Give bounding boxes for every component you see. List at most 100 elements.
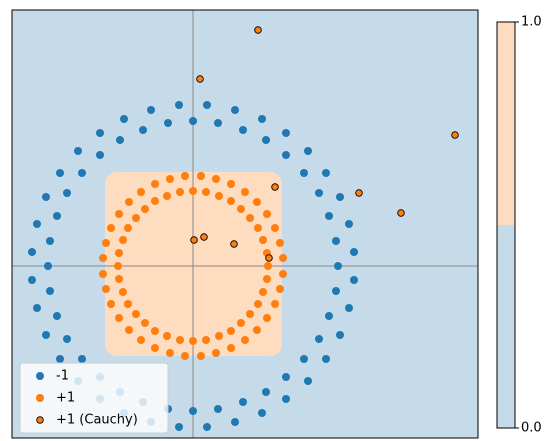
point: [166, 175, 174, 183]
point: [147, 106, 155, 114]
point: [325, 212, 333, 220]
point: [46, 287, 54, 295]
point: [212, 175, 220, 183]
point: [271, 300, 279, 308]
point: [227, 327, 235, 335]
point: [96, 129, 104, 137]
point: [132, 310, 140, 318]
point: [214, 119, 222, 127]
point: [304, 147, 312, 155]
legend-label: +1 (Cauchy): [56, 413, 138, 428]
point: [237, 205, 245, 213]
point: [336, 331, 344, 339]
point: [141, 319, 149, 327]
point: [263, 314, 271, 322]
point: [33, 304, 41, 312]
point: [107, 300, 115, 308]
point: [227, 197, 235, 205]
point: [214, 405, 222, 413]
point: [115, 275, 123, 283]
colorbar-band: [497, 22, 515, 225]
point: [264, 262, 272, 270]
point: [151, 197, 159, 205]
point: [279, 270, 287, 278]
point: [189, 337, 197, 345]
point: [202, 188, 210, 196]
point: [197, 172, 205, 180]
point: [231, 418, 239, 426]
point: [189, 407, 197, 415]
point: [115, 249, 123, 257]
point: [263, 275, 271, 283]
point: [227, 180, 235, 188]
point: [451, 131, 459, 139]
point: [164, 119, 172, 127]
colorbar-tick-label: 1.0: [521, 15, 542, 30]
point: [282, 129, 290, 137]
point: [181, 172, 189, 180]
point: [189, 187, 197, 195]
point: [102, 285, 110, 293]
point: [151, 327, 159, 335]
point: [132, 214, 140, 222]
point: [259, 288, 267, 296]
point: [28, 276, 36, 284]
point: [246, 310, 254, 318]
point: [350, 248, 358, 256]
point: [102, 239, 110, 247]
legend-label: -1: [56, 369, 69, 384]
colorbar-tick-label: 0.0: [521, 421, 542, 436]
point: [332, 287, 340, 295]
point: [78, 169, 86, 177]
point: [120, 115, 128, 123]
point: [139, 126, 147, 134]
legend-marker: [36, 416, 44, 424]
plot-frame: [11, 9, 479, 439]
point: [119, 288, 127, 296]
point: [114, 262, 122, 270]
point: [197, 352, 205, 360]
point: [115, 210, 123, 218]
point: [53, 212, 61, 220]
point: [125, 198, 133, 206]
point: [279, 254, 287, 262]
point: [237, 319, 245, 327]
point: [33, 220, 41, 228]
point: [332, 237, 340, 245]
point: [258, 115, 266, 123]
point: [124, 300, 132, 308]
point: [334, 262, 342, 270]
point: [336, 193, 344, 201]
point: [241, 336, 249, 344]
point: [46, 237, 54, 245]
point: [56, 169, 64, 177]
point: [107, 224, 115, 232]
point: [196, 75, 204, 83]
point: [200, 233, 208, 241]
point: [175, 423, 183, 431]
legend: -1 +1 +1 (Cauchy): [19, 362, 169, 434]
point: [239, 398, 247, 406]
point: [203, 101, 211, 109]
point: [115, 314, 123, 322]
point: [263, 210, 271, 218]
point: [63, 189, 71, 197]
point: [282, 373, 290, 381]
point: [304, 377, 312, 385]
point: [78, 355, 86, 363]
point: [163, 192, 171, 200]
point: [345, 304, 353, 312]
point: [271, 224, 279, 232]
point: [254, 224, 262, 232]
point: [141, 205, 149, 213]
point: [99, 254, 107, 262]
point: [322, 169, 330, 177]
point: [397, 209, 405, 217]
point: [53, 312, 61, 320]
point: [116, 136, 124, 144]
point: [254, 26, 262, 34]
point: [246, 214, 254, 222]
point: [181, 352, 189, 360]
point: [166, 349, 174, 357]
